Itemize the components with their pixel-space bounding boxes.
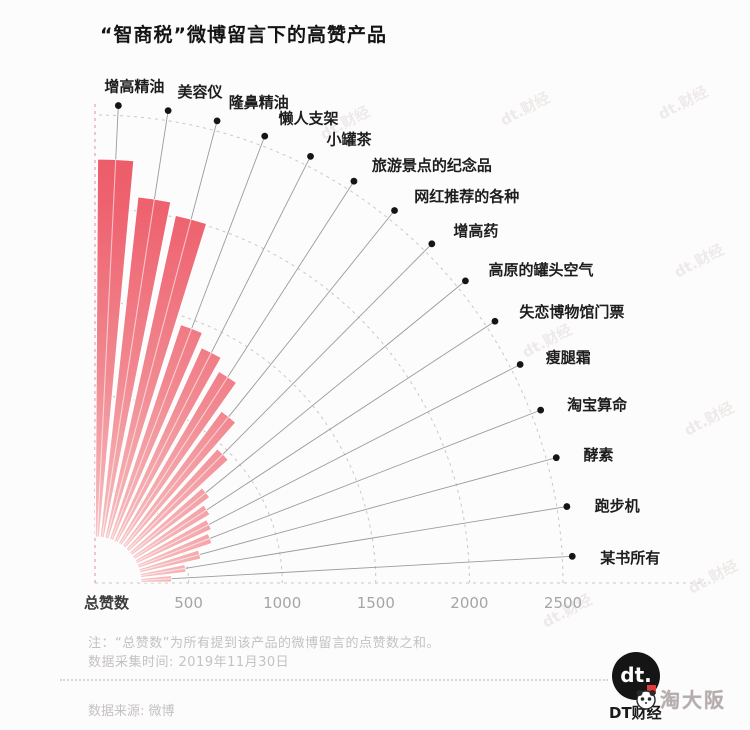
fan-bar-dot-10 <box>516 361 524 368</box>
fan-bar-line-14 <box>171 555 573 580</box>
fan-bar-line-3 <box>191 135 266 329</box>
fan-bar-dot-6 <box>391 207 398 214</box>
fan-bar-line-0 <box>115 105 119 160</box>
fan-bar-label-7: 增高药 <box>453 222 498 240</box>
tick-label-500: 500 <box>174 594 203 612</box>
fan-bar-label-10: 瘦腿霜 <box>546 348 591 366</box>
fan-bar-line-7 <box>222 243 433 455</box>
fan-bar-dot-8 <box>462 277 469 285</box>
fan-bar-label-9: 失恋博物馆门票 <box>519 303 624 321</box>
fan-bar-14 <box>140 574 173 583</box>
fan-bar-line-inner-12 <box>139 553 200 572</box>
fan-bar-line-9 <box>206 320 496 511</box>
fan-bar-dot-1 <box>164 107 172 115</box>
fan-bar-2 <box>104 214 208 540</box>
fan-bar-label-3: 懒人支架 <box>279 110 339 128</box>
fan-bar-dot-12 <box>552 454 560 462</box>
fan-bar-line-8 <box>205 280 466 493</box>
fan-bar-line-10 <box>208 364 521 525</box>
fan-bar-line-1 <box>153 110 169 200</box>
grid-arc-2500 <box>94 114 564 584</box>
tick-label-1000: 1000 <box>263 594 301 612</box>
axis-label: 总赞数 <box>84 594 130 612</box>
fan-bar-3 <box>108 323 204 542</box>
fan-bar-label-0: 增高精油 <box>104 78 164 96</box>
fan-bar-line-inner-11 <box>137 537 211 567</box>
fan-bar-line-inner-3 <box>110 328 193 541</box>
fan-bar-line-inner-0 <box>96 159 117 538</box>
fan-bar-dot-0 <box>114 102 122 109</box>
fan-bar-1 <box>99 196 172 539</box>
fan-bar-label-4: 小罐茶 <box>326 131 372 149</box>
fan-bar-dot-13 <box>563 503 571 510</box>
fan-bar-dot-2 <box>213 117 221 125</box>
fan-bar-line-inner-9 <box>133 509 208 559</box>
fan-bar-label-14: 某书所有 <box>600 549 660 567</box>
tick-label-1500: 1500 <box>357 594 395 612</box>
fan-bar-line-inner-1 <box>101 199 155 538</box>
fan-bar-line-12 <box>199 457 557 555</box>
fan-bar-label-8: 高原的罐头空气 <box>488 261 593 279</box>
fan-bar-label-12: 酵素 <box>584 446 614 464</box>
fan-bar-label-6: 网红推荐的各种 <box>414 187 519 205</box>
fan-bar-label-11: 淘宝算命 <box>566 396 628 414</box>
fan-bar-label-13: 跑步机 <box>595 497 640 515</box>
fan-bar-line-6 <box>228 210 395 417</box>
fan-bar-line-inner-5 <box>119 376 229 545</box>
fan-bar-label-2: 隆鼻精油 <box>229 94 289 112</box>
fan-bar-dot-4 <box>307 152 314 160</box>
footer-divider <box>60 679 608 681</box>
fan-bar-line-inner-8 <box>130 492 207 555</box>
fan-bar-dot-14 <box>568 552 576 560</box>
note-line-2: 数据采集时间: 2019年11月30日 <box>88 655 290 670</box>
fan-bar-line-inner-6 <box>123 416 230 548</box>
page-title: “智商税”微博留言下的高赞产品 <box>100 24 387 46</box>
fan-bar-0 <box>94 158 135 538</box>
tick-label-2500: 2500 <box>544 594 582 612</box>
tick-label-2000: 2000 <box>450 594 488 612</box>
fan-bar-line-inner-14 <box>140 578 172 581</box>
fan-bar-line-13 <box>185 506 567 569</box>
fan-bar-dot-11 <box>537 406 545 414</box>
fan-bar-line-2 <box>190 120 218 220</box>
fan-bar-dot-5 <box>350 177 358 185</box>
fan-bar-line-inner-7 <box>127 453 224 551</box>
dt-logo-red-square <box>647 685 656 694</box>
watermark-brand: 淘大阪 <box>634 684 726 713</box>
fan-bar-line-inner-4 <box>115 352 212 543</box>
fan-bar-line-inner-13 <box>140 567 186 577</box>
grid-arc-500 <box>94 488 190 584</box>
fan-bar-line-inner-10 <box>135 523 210 563</box>
panda-icon <box>636 689 656 710</box>
grid-arc-1500 <box>94 301 377 584</box>
fan-bar-label-1: 美容仪 <box>177 83 223 101</box>
dt-logo-text: dt. <box>620 663 652 687</box>
fan-bar-line-5 <box>227 180 355 378</box>
note-line-1: 注：“总赞数”为所有提到该产品的微博留言的点赞数之和。 <box>88 636 440 651</box>
fan-bar-dot-3 <box>261 132 269 140</box>
fan-bar-line-4 <box>211 156 311 353</box>
fan-bar-dot-7 <box>428 240 436 248</box>
data-source: 数据来源: 微博 <box>88 704 175 719</box>
fan-bar-line-11 <box>210 409 541 539</box>
watermark-brand-text: 淘大阪 <box>660 688 726 712</box>
fan-bar-label-5: 旅游景点的纪念品 <box>372 157 492 175</box>
fan-chart: 增高精油 美容仪隆鼻精油懒人支架小罐茶旅游景点的纪念品网红推荐的各种增高药高原的罐… <box>84 78 706 612</box>
fan-bar-4 <box>113 346 222 544</box>
fan-bar-dot-9 <box>491 317 499 325</box>
fan-bar-line-inner-2 <box>106 219 192 539</box>
